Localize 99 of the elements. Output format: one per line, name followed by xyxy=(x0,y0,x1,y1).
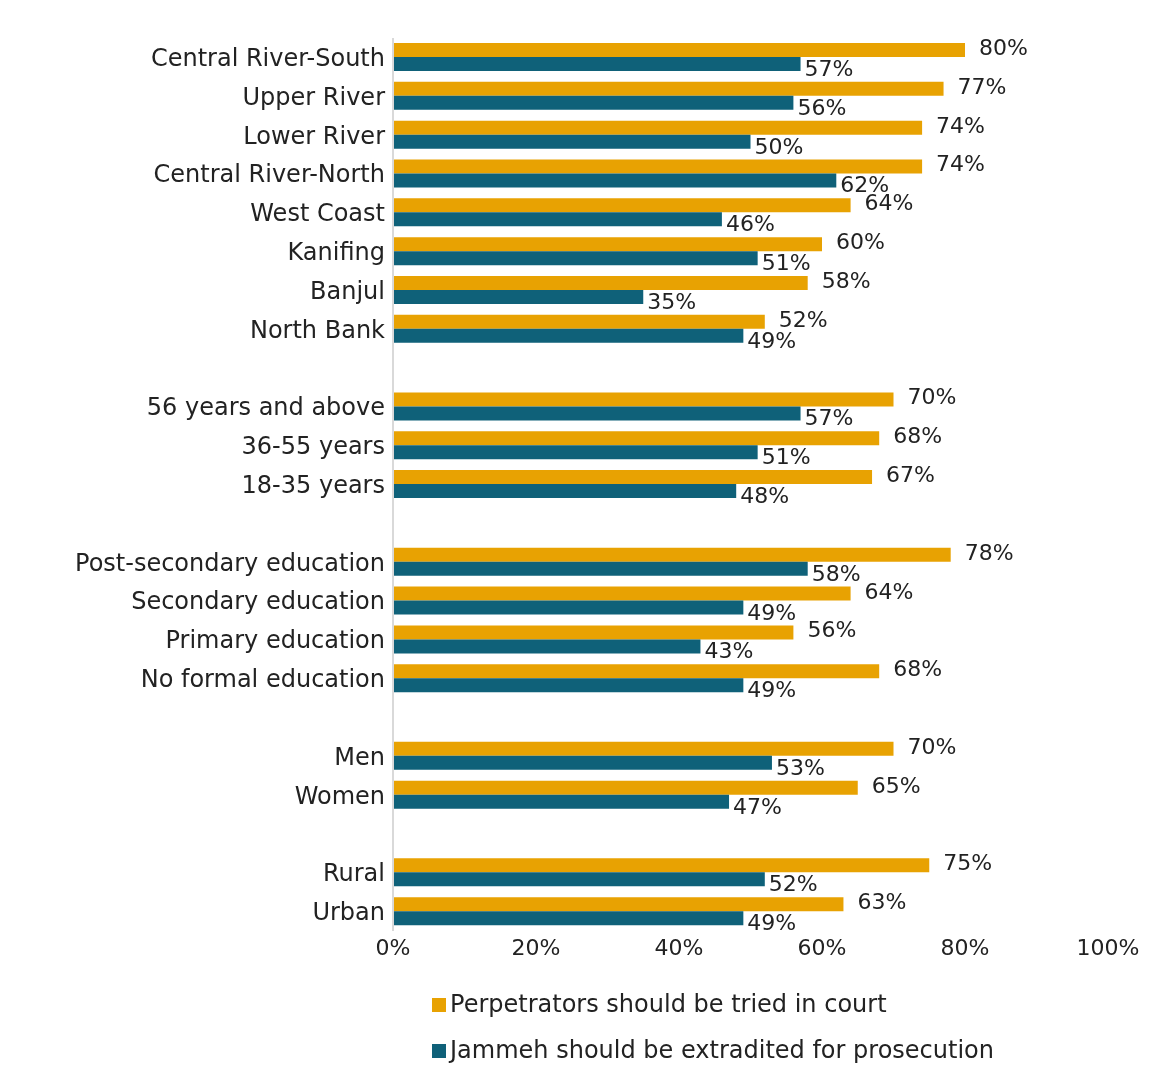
data-label: 75% xyxy=(943,850,993,876)
bar xyxy=(393,81,944,96)
legend-label: Perpetrators should be tried in court xyxy=(450,990,887,1018)
bar xyxy=(393,664,880,679)
bar xyxy=(393,794,730,809)
data-label: 49% xyxy=(747,910,797,936)
x-tick-label: 40% xyxy=(654,934,704,960)
bar xyxy=(393,251,758,266)
bar xyxy=(393,212,722,227)
bar xyxy=(393,911,744,926)
bar xyxy=(393,872,765,887)
data-label: 60% xyxy=(836,229,885,255)
x-tick-label: 0% xyxy=(375,934,411,960)
y-tick-label: Upper River xyxy=(242,82,386,111)
data-label: 65% xyxy=(871,772,921,798)
data-label: 50% xyxy=(754,133,804,159)
bar xyxy=(393,858,930,873)
bar xyxy=(393,780,858,795)
data-label: 46% xyxy=(725,211,775,237)
bar xyxy=(393,431,880,446)
data-label: 63% xyxy=(857,889,907,915)
bar xyxy=(393,275,808,290)
y-tick-label: Men xyxy=(334,742,385,771)
bar xyxy=(393,134,751,149)
data-label: 47% xyxy=(733,793,782,819)
data-label: 57% xyxy=(804,56,854,81)
bar xyxy=(393,289,644,304)
data-label: 77% xyxy=(957,73,1007,99)
bar xyxy=(393,741,894,756)
data-label: 70% xyxy=(907,733,957,759)
bar xyxy=(393,95,794,110)
y-tick-label: Urban xyxy=(312,898,385,927)
bar xyxy=(393,198,851,213)
data-label: 48% xyxy=(740,483,790,509)
bar xyxy=(393,159,923,174)
y-tick-label: Women xyxy=(294,781,385,810)
y-tick-label: Primary education xyxy=(165,626,385,655)
data-label: 52% xyxy=(768,871,818,897)
x-tick-label: 60% xyxy=(797,934,847,960)
data-label: 49% xyxy=(747,599,797,625)
bar xyxy=(393,314,765,329)
data-label: 56% xyxy=(807,617,857,643)
bar xyxy=(393,173,837,188)
bar xyxy=(393,406,801,421)
data-label: 78% xyxy=(964,539,1014,565)
data-label: 68% xyxy=(893,423,943,449)
bar xyxy=(393,43,965,57)
legend-label: Jammeh should be extradited for prosecution xyxy=(450,1036,994,1064)
y-tick-label: 18-35 years xyxy=(241,471,385,500)
y-tick-label: Secondary education xyxy=(131,587,385,616)
y-tick-label: Rural xyxy=(322,859,385,888)
y-tick-label: 56 years and above xyxy=(146,393,385,422)
y-tick-label: Central River-South xyxy=(150,43,385,72)
data-label: 56% xyxy=(797,94,847,120)
data-label: 80% xyxy=(979,35,1028,60)
x-tick-label: 20% xyxy=(511,934,561,960)
data-label: 70% xyxy=(907,384,957,410)
bar xyxy=(393,639,701,654)
bar xyxy=(393,586,851,601)
data-label: 58% xyxy=(811,560,861,586)
bar xyxy=(393,547,951,562)
data-label: 67% xyxy=(886,462,935,488)
bar xyxy=(393,237,822,252)
data-label: 51% xyxy=(761,250,811,276)
bar xyxy=(393,57,801,71)
bar xyxy=(393,328,744,343)
bar xyxy=(393,897,844,912)
data-label: 74% xyxy=(936,151,986,177)
y-tick-label: North Bank xyxy=(249,315,386,344)
data-label: 74% xyxy=(936,112,986,138)
bar xyxy=(393,484,737,499)
bar xyxy=(393,392,894,407)
bar xyxy=(393,445,758,460)
bar xyxy=(393,625,794,640)
data-label: 49% xyxy=(747,677,797,703)
data-label: 68% xyxy=(893,656,943,682)
data-label: 53% xyxy=(775,754,825,780)
bar xyxy=(393,755,772,770)
y-tick-label: West Coast xyxy=(250,199,385,228)
data-label: 35% xyxy=(647,288,697,314)
y-tick-label: No formal education xyxy=(140,665,385,694)
data-label: 57% xyxy=(804,405,854,431)
bar xyxy=(393,678,744,693)
data-label: 58% xyxy=(821,267,871,293)
y-tick-label: Post-secondary education xyxy=(75,548,385,577)
data-label: 51% xyxy=(761,444,811,470)
y-tick-label: Central River-North xyxy=(153,160,385,189)
bar xyxy=(393,120,923,135)
y-tick-label: Kanifing xyxy=(287,238,385,267)
bar xyxy=(393,600,744,615)
bar xyxy=(393,470,873,485)
x-tick-label: 80% xyxy=(940,934,990,960)
y-tick-label: Banjul xyxy=(310,276,385,305)
data-label: 64% xyxy=(864,578,914,604)
x-tick-label: 100% xyxy=(1076,934,1140,960)
data-label: 43% xyxy=(704,638,754,664)
bar xyxy=(393,561,808,576)
y-tick-label: 36-55 years xyxy=(241,432,385,461)
y-tick-label: Lower River xyxy=(243,121,386,150)
